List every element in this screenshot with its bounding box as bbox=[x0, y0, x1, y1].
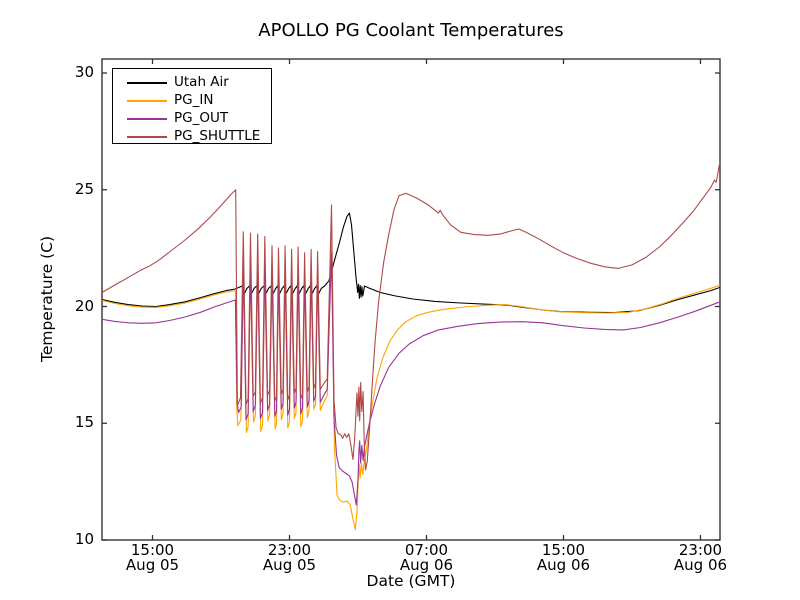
legend-label: Utah Air bbox=[174, 74, 229, 91]
x-tick-time: 23:00 bbox=[678, 541, 723, 559]
x-tick-label: 07:00 Aug 06 bbox=[400, 543, 453, 573]
y-tick-label: 30 bbox=[74, 63, 94, 81]
legend-item: PG_SHUTTLE bbox=[113, 128, 271, 146]
legend-line-sample bbox=[127, 136, 167, 138]
legend-item: PG_IN bbox=[113, 92, 271, 110]
x-tick-date: Aug 05 bbox=[262, 556, 317, 574]
legend-line-sample bbox=[127, 82, 167, 84]
legend-item: PG_OUT bbox=[113, 110, 271, 128]
series-line-pg-in bbox=[101, 225, 721, 531]
series-line-pg-shuttle bbox=[101, 161, 721, 471]
x-tick-date: Aug 06 bbox=[399, 556, 454, 574]
x-tick-time: 15:00 bbox=[130, 541, 175, 559]
legend-line-sample bbox=[127, 118, 167, 120]
y-tick-label: 15 bbox=[74, 413, 94, 432]
y-tick-label: 20 bbox=[74, 296, 94, 315]
x-axis-label: Date (GMT) bbox=[366, 572, 456, 590]
x-tick-label: 23:00 Aug 06 bbox=[674, 543, 727, 573]
legend: Utah Air PG_IN PG_OUT PG_SHUTTLE bbox=[112, 68, 272, 144]
series-line-utah-air bbox=[101, 212, 721, 314]
x-tick-label: 15:00 Aug 05 bbox=[126, 543, 179, 573]
chart-title: APOLLO PG Coolant Temperatures bbox=[258, 20, 564, 41]
legend-label: PG_OUT bbox=[174, 110, 229, 127]
x-tick-date: Aug 06 bbox=[673, 556, 728, 574]
legend-item: Utah Air bbox=[113, 74, 271, 92]
x-tick-label: 23:00 Aug 05 bbox=[263, 543, 316, 573]
legend-line-sample bbox=[127, 100, 167, 102]
y-tick-label: 25 bbox=[74, 179, 94, 198]
x-tick-time: 07:00 bbox=[404, 541, 449, 559]
series-line-pg-out bbox=[101, 252, 721, 506]
x-tick-time: 15:00 bbox=[541, 541, 586, 559]
legend-label: PG_SHUTTLE bbox=[174, 128, 261, 145]
x-tick-time: 23:00 bbox=[267, 541, 312, 559]
x-tick-label: 15:00 Aug 06 bbox=[537, 543, 590, 573]
x-tick-date: Aug 05 bbox=[125, 556, 180, 574]
x-tick-date: Aug 06 bbox=[536, 556, 591, 574]
legend-label: PG_IN bbox=[174, 92, 214, 109]
y-tick-label: 10 bbox=[74, 530, 94, 548]
